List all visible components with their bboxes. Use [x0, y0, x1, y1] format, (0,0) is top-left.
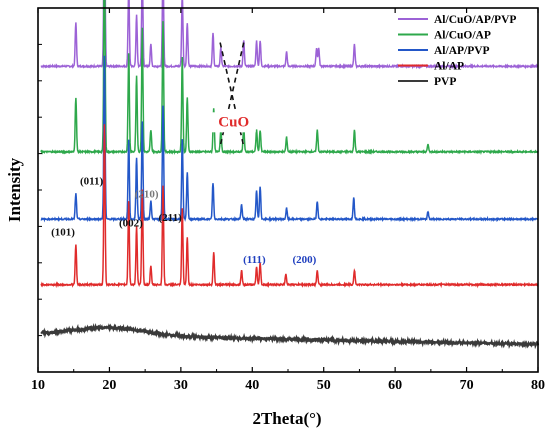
x-tick-label-50: 50 [317, 378, 331, 393]
series-line-al-ap [40, 124, 539, 289]
y-axis-label: Intensity [5, 157, 24, 222]
miller-index-label: (111) [243, 254, 266, 266]
cuo-label: CuO [218, 114, 249, 130]
cuo-label-background [211, 112, 256, 133]
tick-layer: 10 20 30 40 50 60 70 80 [31, 8, 545, 393]
x-axis-label: 2Theta(°) [252, 409, 321, 428]
miller-index-label: (011) [80, 176, 104, 188]
miller-index-label: (200) [293, 254, 317, 266]
series-line-al-cuo-ap-pvp [40, 0, 539, 70]
series-line-al-cuo-ap [40, 0, 539, 156]
miller-index-label: (101) [51, 227, 75, 239]
x-tick-label-70: 70 [460, 378, 474, 393]
x-tick-label-80: 80 [531, 378, 545, 393]
miller-index-label: (211) [159, 212, 183, 224]
miller-index-label: (210) [135, 188, 159, 200]
legend-label: Al/AP/PVP [434, 45, 490, 57]
legend-label: Al/AP [434, 61, 464, 73]
series-line-pvp [40, 322, 540, 350]
x-tick-label-30: 30 [174, 378, 188, 393]
x-tick-label-60: 60 [388, 378, 402, 393]
legend-label: Al/CuO/AP [434, 30, 491, 42]
x-tick-label-40: 40 [245, 378, 259, 393]
curve-layer [40, 0, 540, 350]
miller-index-label: (002) [119, 217, 143, 229]
legend-label: PVP [434, 76, 456, 88]
legend-label: Al/CuO/AP/PVP [434, 14, 516, 26]
legend: Al/CuO/AP/PVP Al/CuO/AP Al/AP/PVP Al/AP PVP [398, 14, 516, 88]
x-tick-label-10: 10 [31, 378, 45, 393]
x-tick-label-20: 20 [102, 378, 116, 393]
annotation-layer: (101) (011) (002) (210)(211) (111) (200) CuO [51, 112, 317, 266]
series-line-al-ap-pvp [40, 55, 539, 223]
